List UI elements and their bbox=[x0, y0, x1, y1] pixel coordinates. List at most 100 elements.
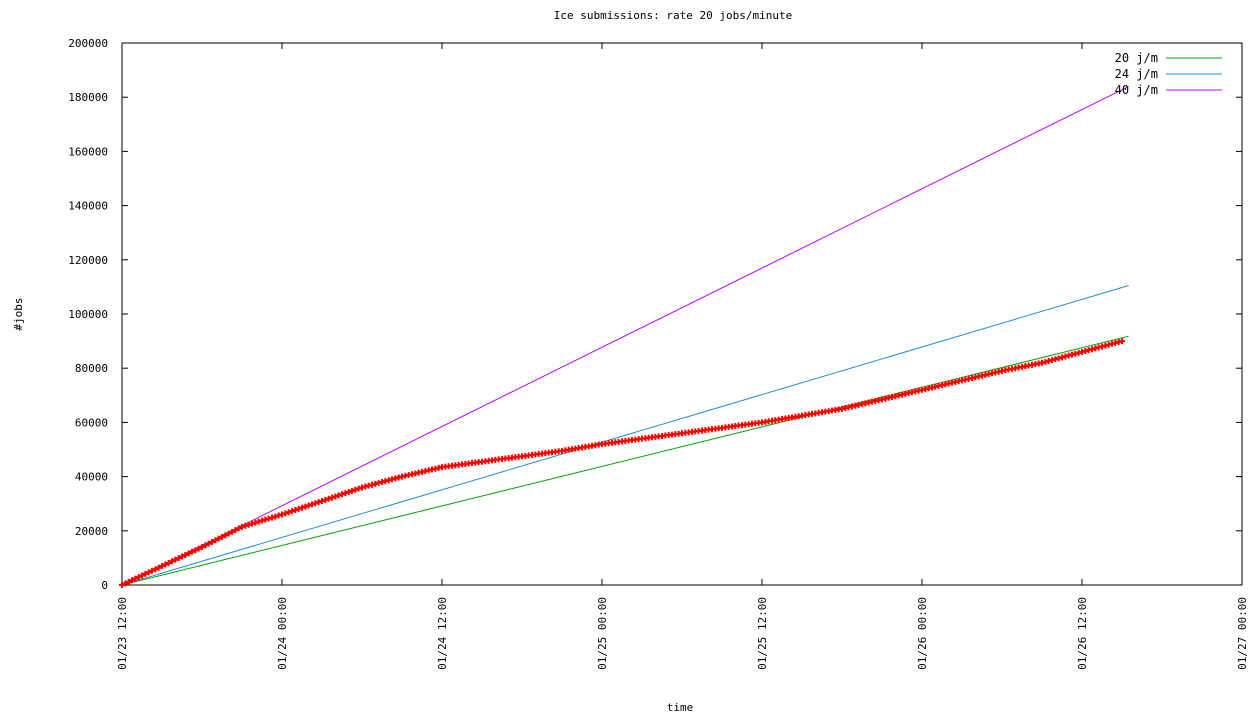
data-point bbox=[329, 494, 335, 501]
legend: 20 j/m 24 j/m 40 j/m bbox=[1115, 51, 1222, 97]
y-tick-label: 120000 bbox=[68, 254, 108, 267]
data-point bbox=[289, 508, 295, 515]
x-tick-label: 01/23 12:00 bbox=[116, 597, 129, 670]
data-point bbox=[255, 518, 262, 525]
data-point bbox=[139, 572, 145, 579]
y-tick-label: 140000 bbox=[68, 200, 108, 213]
data-point bbox=[145, 569, 152, 576]
data-point bbox=[282, 510, 289, 517]
data-point bbox=[295, 505, 302, 512]
data-point bbox=[195, 545, 202, 552]
data-point bbox=[149, 567, 155, 574]
data-point bbox=[179, 553, 185, 560]
data-point bbox=[122, 580, 129, 587]
data-point bbox=[205, 540, 212, 547]
data-point bbox=[325, 495, 332, 502]
x-axis-label: time bbox=[667, 701, 694, 713]
x-axis: 01/23 12:00 01/24 00:00 01/24 12:00 01/25 0… bbox=[116, 43, 1249, 670]
data-point bbox=[345, 488, 352, 495]
data-point bbox=[349, 487, 355, 494]
data-point bbox=[225, 530, 232, 537]
data-point bbox=[305, 502, 312, 509]
data-point bbox=[172, 556, 179, 563]
data-point bbox=[302, 503, 309, 510]
data-point bbox=[209, 538, 215, 545]
y-tick-label: 200000 bbox=[68, 37, 108, 50]
data-point bbox=[232, 527, 239, 534]
data-point bbox=[242, 522, 249, 529]
data-point bbox=[265, 515, 272, 522]
data-point bbox=[175, 555, 182, 562]
y-tick-label: 0 bbox=[101, 579, 108, 592]
x-tick-label: 01/26 12:00 bbox=[1076, 597, 1089, 670]
data-point bbox=[229, 528, 235, 535]
legend-label: 24 j/m bbox=[1115, 67, 1158, 81]
data-point bbox=[259, 517, 265, 524]
data-point bbox=[132, 575, 139, 582]
y-tick-label: 60000 bbox=[75, 416, 108, 429]
data-point bbox=[252, 519, 259, 526]
data-point bbox=[342, 490, 349, 497]
data-point bbox=[332, 493, 339, 500]
y-tick-label: 40000 bbox=[75, 471, 108, 484]
data-point bbox=[245, 521, 252, 528]
data-point bbox=[275, 512, 282, 519]
data-point bbox=[165, 559, 172, 566]
y-tick-label: 100000 bbox=[68, 308, 108, 321]
chart-title: Ice submissions: rate 20 jobs/minute bbox=[554, 9, 792, 22]
data-point bbox=[125, 578, 132, 585]
data-point bbox=[352, 486, 359, 493]
data-point bbox=[192, 547, 199, 554]
data-point bbox=[319, 497, 325, 504]
data-point bbox=[222, 532, 229, 539]
data-point bbox=[235, 525, 242, 532]
data-point bbox=[202, 542, 209, 549]
data-point bbox=[142, 570, 149, 577]
series-line bbox=[121, 285, 1129, 586]
data-point bbox=[279, 511, 285, 518]
data-point bbox=[185, 550, 192, 557]
y-tick-label: 20000 bbox=[75, 525, 108, 538]
data-point bbox=[339, 491, 345, 498]
data-point bbox=[299, 504, 305, 511]
y-axis-label: #jobs bbox=[12, 297, 25, 330]
x-tick-label: 01/26 00:00 bbox=[916, 597, 929, 670]
x-tick-label: 01/24 00:00 bbox=[276, 597, 289, 670]
data-point bbox=[335, 492, 342, 499]
legend-label: 20 j/m bbox=[1115, 51, 1158, 65]
data-point bbox=[199, 544, 205, 551]
data-point bbox=[155, 564, 162, 571]
y-tick-label: 180000 bbox=[68, 91, 108, 104]
data-point bbox=[129, 577, 135, 584]
data-point bbox=[292, 507, 299, 514]
data-point bbox=[152, 566, 159, 573]
plot-frame bbox=[121, 42, 1243, 586]
data-point bbox=[159, 563, 165, 570]
data-point bbox=[262, 516, 269, 523]
data-point bbox=[239, 523, 245, 530]
data-point bbox=[285, 509, 292, 516]
data-point bbox=[162, 561, 169, 568]
x-tick-label: 01/25 12:00 bbox=[756, 597, 769, 670]
data-point bbox=[189, 548, 195, 555]
measured-points bbox=[119, 338, 1125, 588]
data-point bbox=[182, 551, 189, 558]
data-point bbox=[215, 535, 222, 542]
data-point bbox=[212, 537, 219, 544]
data-point bbox=[249, 520, 255, 527]
data-point bbox=[169, 558, 175, 565]
data-point bbox=[309, 501, 315, 508]
x-tick-label: 01/27 00:00 bbox=[1236, 597, 1249, 670]
y-tick-label: 160000 bbox=[68, 145, 108, 158]
legend-label: 40 j/m bbox=[1115, 83, 1158, 97]
data-point bbox=[219, 533, 225, 540]
data-point bbox=[135, 574, 142, 581]
series-line bbox=[121, 335, 1129, 586]
data-point bbox=[272, 513, 279, 520]
series-layer bbox=[119, 85, 1129, 588]
data-point bbox=[312, 500, 319, 507]
y-tick-label: 80000 bbox=[75, 362, 108, 375]
data-point bbox=[1119, 338, 1125, 345]
